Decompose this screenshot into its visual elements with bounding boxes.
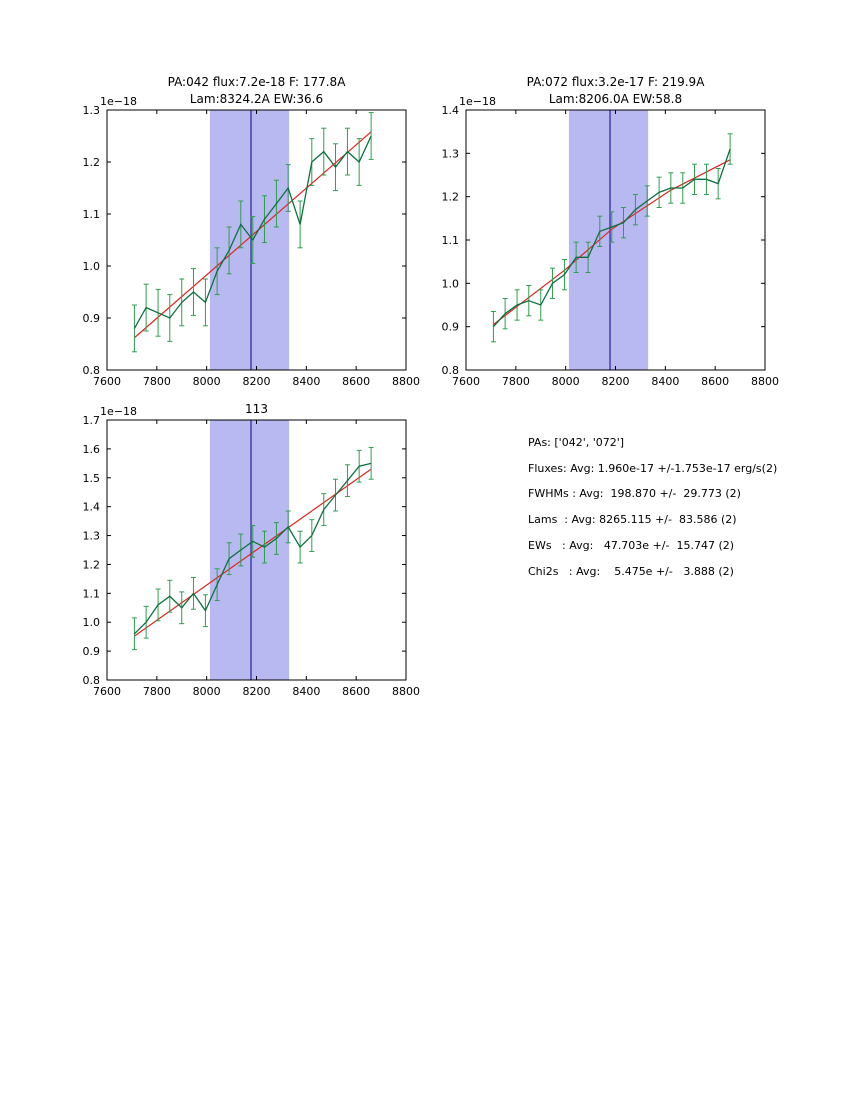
plot-pa042: PA:042 flux:7.2e-18 F: 177.8A Lam:8324.2… <box>60 75 440 396</box>
svg-text:8200: 8200 <box>243 375 271 388</box>
svg-text:7800: 7800 <box>502 375 530 388</box>
svg-text:1.0: 1.0 <box>83 616 101 629</box>
svg-text:8400: 8400 <box>292 685 320 698</box>
svg-text:8600: 8600 <box>701 375 729 388</box>
svg-text:7800: 7800 <box>143 375 171 388</box>
svg-text:1.3: 1.3 <box>442 147 460 160</box>
svg-text:0.8: 0.8 <box>83 364 101 377</box>
stat-line-ews: EWs : Avg: 47.703e +/- 15.747 (2) <box>528 538 735 552</box>
plot-title-line1: 113 <box>245 402 268 416</box>
plot-title-line1: PA:072 flux:3.2e-17 F: 219.9A <box>526 75 705 89</box>
svg-text:1.3: 1.3 <box>83 530 101 543</box>
svg-text:1.0: 1.0 <box>83 260 101 273</box>
svg-text:1.4: 1.4 <box>442 104 460 117</box>
plot-title: PA:042 flux:7.2e-18 F: 177.8A Lam:8324.2… <box>107 74 406 108</box>
svg-text:7600: 7600 <box>93 685 121 698</box>
svg-text:8800: 8800 <box>751 375 779 388</box>
svg-text:1e−18: 1e−18 <box>100 405 137 418</box>
svg-text:1.0: 1.0 <box>442 277 460 290</box>
plot-pa072: PA:072 flux:3.2e-17 F: 219.9A Lam:8206.0… <box>419 75 799 396</box>
svg-text:1.1: 1.1 <box>83 208 101 221</box>
chart-canvas: 7600 7800 8000 8200 8400 8600 8800 0.8 0.9 1.0 1.1… <box>83 95 421 388</box>
svg-text:8200: 8200 <box>602 375 630 388</box>
svg-text:0.9: 0.9 <box>442 321 460 334</box>
svg-text:1.5: 1.5 <box>83 472 101 485</box>
svg-text:7600: 7600 <box>93 375 121 388</box>
svg-text:0.8: 0.8 <box>442 364 460 377</box>
svg-text:7600: 7600 <box>452 375 480 388</box>
stat-line-chi2s: Chi2s : Avg: 5.475e +/- 3.888 (2) <box>528 564 734 578</box>
svg-text:8600: 8600 <box>342 375 370 388</box>
plot-title: 113 <box>107 401 406 418</box>
svg-text:1.1: 1.1 <box>442 234 460 247</box>
svg-text:1.6: 1.6 <box>83 443 101 456</box>
chart-canvas: 7600 7800 8000 8200 8400 8600 8800 0.8 0.9 1.0 1.1… <box>83 405 421 698</box>
stats-block: PAs: ['042', '072'] Fluxes: Avg: 1.960e-… <box>528 430 777 584</box>
svg-text:8800: 8800 <box>392 685 420 698</box>
svg-text:1.1: 1.1 <box>83 587 101 600</box>
svg-text:8000: 8000 <box>552 375 580 388</box>
plot-title-line1: PA:042 flux:7.2e-18 F: 177.8A <box>167 75 346 89</box>
plot-title-line2: Lam:8324.2A EW:36.6 <box>189 92 324 106</box>
svg-text:8000: 8000 <box>193 685 221 698</box>
stat-line-lams: Lams : Avg: 8265.115 +/- 83.586 (2) <box>528 513 737 527</box>
svg-text:1e−18: 1e−18 <box>459 95 496 108</box>
svg-text:0.9: 0.9 <box>83 312 101 325</box>
chart-canvas: 7600 7800 8000 8200 8400 8600 8800 0.8 0.9 1.0 1.1… <box>442 95 780 388</box>
svg-text:8400: 8400 <box>651 375 679 388</box>
plot-113: 113 7600 7800 8000 8200 8400 8600 8800 0.8 0.9 1.… <box>60 402 440 706</box>
svg-text:1.7: 1.7 <box>83 414 101 427</box>
stat-line-fluxes: Fluxes: Avg: 1.960e-17 +/-1.753e-17 erg/… <box>528 461 778 475</box>
svg-text:1.2: 1.2 <box>442 191 460 204</box>
svg-text:8200: 8200 <box>243 685 271 698</box>
plot-title: PA:072 flux:3.2e-17 F: 219.9A Lam:8206.0… <box>466 74 765 108</box>
svg-text:0.8: 0.8 <box>83 674 101 687</box>
svg-text:8000: 8000 <box>193 375 221 388</box>
svg-text:1e−18: 1e−18 <box>100 95 137 108</box>
stat-line-pas: PAs: ['042', '072'] <box>528 436 625 449</box>
svg-text:1.3: 1.3 <box>83 104 101 117</box>
svg-text:7800: 7800 <box>143 685 171 698</box>
plot-title-line2: Lam:8206.0A EW:58.8 <box>548 92 683 106</box>
svg-text:0.9: 0.9 <box>83 645 101 658</box>
svg-text:8800: 8800 <box>392 375 420 388</box>
stat-line-fwhms: FWHMs : Avg: 198.870 +/- 29.773 (2) <box>528 487 741 501</box>
svg-text:8600: 8600 <box>342 685 370 698</box>
svg-text:1.4: 1.4 <box>83 501 101 514</box>
svg-text:1.2: 1.2 <box>83 558 101 571</box>
svg-text:1.2: 1.2 <box>83 156 101 169</box>
svg-text:8400: 8400 <box>292 375 320 388</box>
